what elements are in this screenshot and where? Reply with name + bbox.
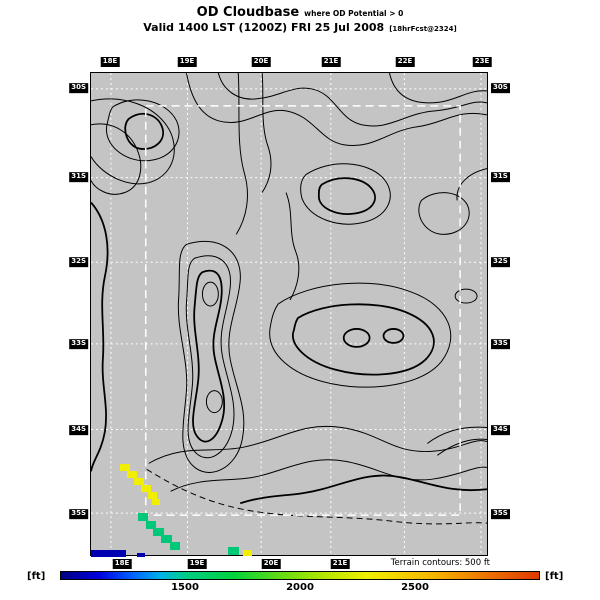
x-tick-top-23e: 23E <box>472 57 492 67</box>
terrain-contour <box>106 99 180 162</box>
terrain-contour <box>342 328 371 348</box>
x-tick-top-19e: 19E <box>177 57 197 67</box>
colorbar-tick-2500: 2500 <box>401 582 429 593</box>
y-tick-right-30s: 30S <box>491 83 510 93</box>
terrain-contour <box>192 269 226 443</box>
terrain-contour <box>186 73 487 147</box>
cloudbase-cell <box>91 550 126 557</box>
y-tick-left-31s: 31S <box>69 172 88 182</box>
terrain-contour <box>217 73 487 127</box>
cloudbase-cell <box>152 499 160 505</box>
terrain-contour <box>91 98 175 185</box>
graticule-grid <box>91 73 487 555</box>
x-tick-top-22e: 22E <box>395 57 415 67</box>
cloudbase-cell <box>243 550 252 556</box>
cloudbase-cell <box>134 478 144 485</box>
model-domain-boundary <box>144 105 461 516</box>
y-tick-right-34s: 34S <box>491 425 510 435</box>
colorbar <box>60 571 540 580</box>
terrain-contour <box>436 438 487 456</box>
cloudbase-cell <box>127 471 137 478</box>
map-plot <box>91 73 487 555</box>
terrain-contour <box>317 177 376 215</box>
y-tick-left-30s: 30S <box>69 83 88 93</box>
colorbar-unit-right: [ft] <box>545 571 564 582</box>
terrain-contour <box>382 328 405 344</box>
colorbar-unit-left: [ft] <box>27 571 46 582</box>
terrain-contour <box>285 192 300 301</box>
y-tick-right-35s: 35S <box>491 509 510 519</box>
x-tick-top-18e: 18E <box>100 57 120 67</box>
y-tick-right-31s: 31S <box>491 172 510 182</box>
cloudbase-cell <box>120 464 130 471</box>
terrain-contour <box>91 201 109 472</box>
colorbar-tick-1500: 1500 <box>171 582 199 593</box>
map-area <box>90 72 488 557</box>
cloudbase-cell <box>170 542 180 550</box>
x-tick-bottom-19e: 19E <box>187 559 207 569</box>
terrain-contour <box>146 468 487 525</box>
cloudbase-cell <box>161 535 172 543</box>
forecast-cycle-note: [18hrFcst@2324] <box>389 24 457 33</box>
cloudbase-cell <box>153 528 164 536</box>
cloudbase-cell <box>137 553 145 557</box>
terrain-contour <box>205 390 223 414</box>
header: OD Cloudbase where OD Potential > 0 Vali… <box>0 5 600 34</box>
terrain-contour <box>177 240 245 473</box>
valid-time-label: Valid 1400 LST (1200Z) FRI 25 Jul 2008 <box>143 20 385 34</box>
cloudbase-cell-layer <box>91 73 487 557</box>
terrain-contour <box>148 425 487 464</box>
terrain-contour <box>185 255 235 459</box>
terrain-contour <box>269 282 452 388</box>
terrain-contour-layer <box>91 73 487 525</box>
terrain-contour <box>291 303 435 376</box>
page-title: OD Cloudbase <box>196 5 300 20</box>
terrain-contour <box>239 474 487 505</box>
y-tick-left-35s: 35S <box>69 509 88 519</box>
terrain-contour <box>389 73 487 104</box>
terrain-contour <box>456 168 487 201</box>
page-title-note: where OD Potential > 0 <box>304 9 404 18</box>
cloudbase-cell <box>138 513 148 521</box>
terrain-contour <box>170 459 487 492</box>
y-tick-left-34s: 34S <box>69 425 88 435</box>
y-tick-right-33s: 33S <box>491 339 510 349</box>
cloudbase-cell <box>228 547 239 555</box>
terrain-contour <box>235 73 248 235</box>
terrain-contour <box>427 426 487 444</box>
terrain-contour <box>124 113 165 150</box>
cloudbase-cell <box>148 492 157 499</box>
terrain-contours-note: Terrain contours: 500 ft <box>390 558 490 568</box>
colorbar-tick-2000: 2000 <box>286 582 314 593</box>
x-tick-bottom-21e: 21E <box>330 559 350 569</box>
x-tick-bottom-18e: 18E <box>112 559 132 569</box>
x-tick-bottom-20e: 20E <box>261 559 281 569</box>
y-tick-left-32s: 32S <box>69 257 88 267</box>
terrain-contour <box>201 281 219 307</box>
terrain-contour <box>300 163 391 225</box>
terrain-contour <box>261 73 272 193</box>
x-tick-top-20e: 20E <box>251 57 271 67</box>
y-tick-left-33s: 33S <box>69 339 88 349</box>
y-tick-right-32s: 32S <box>491 257 510 267</box>
terrain-contour <box>418 192 470 235</box>
x-tick-top-21e: 21E <box>321 57 341 67</box>
cloudbase-cell <box>141 485 151 492</box>
cloudbase-cell <box>146 521 156 529</box>
terrain-contour <box>91 123 142 195</box>
